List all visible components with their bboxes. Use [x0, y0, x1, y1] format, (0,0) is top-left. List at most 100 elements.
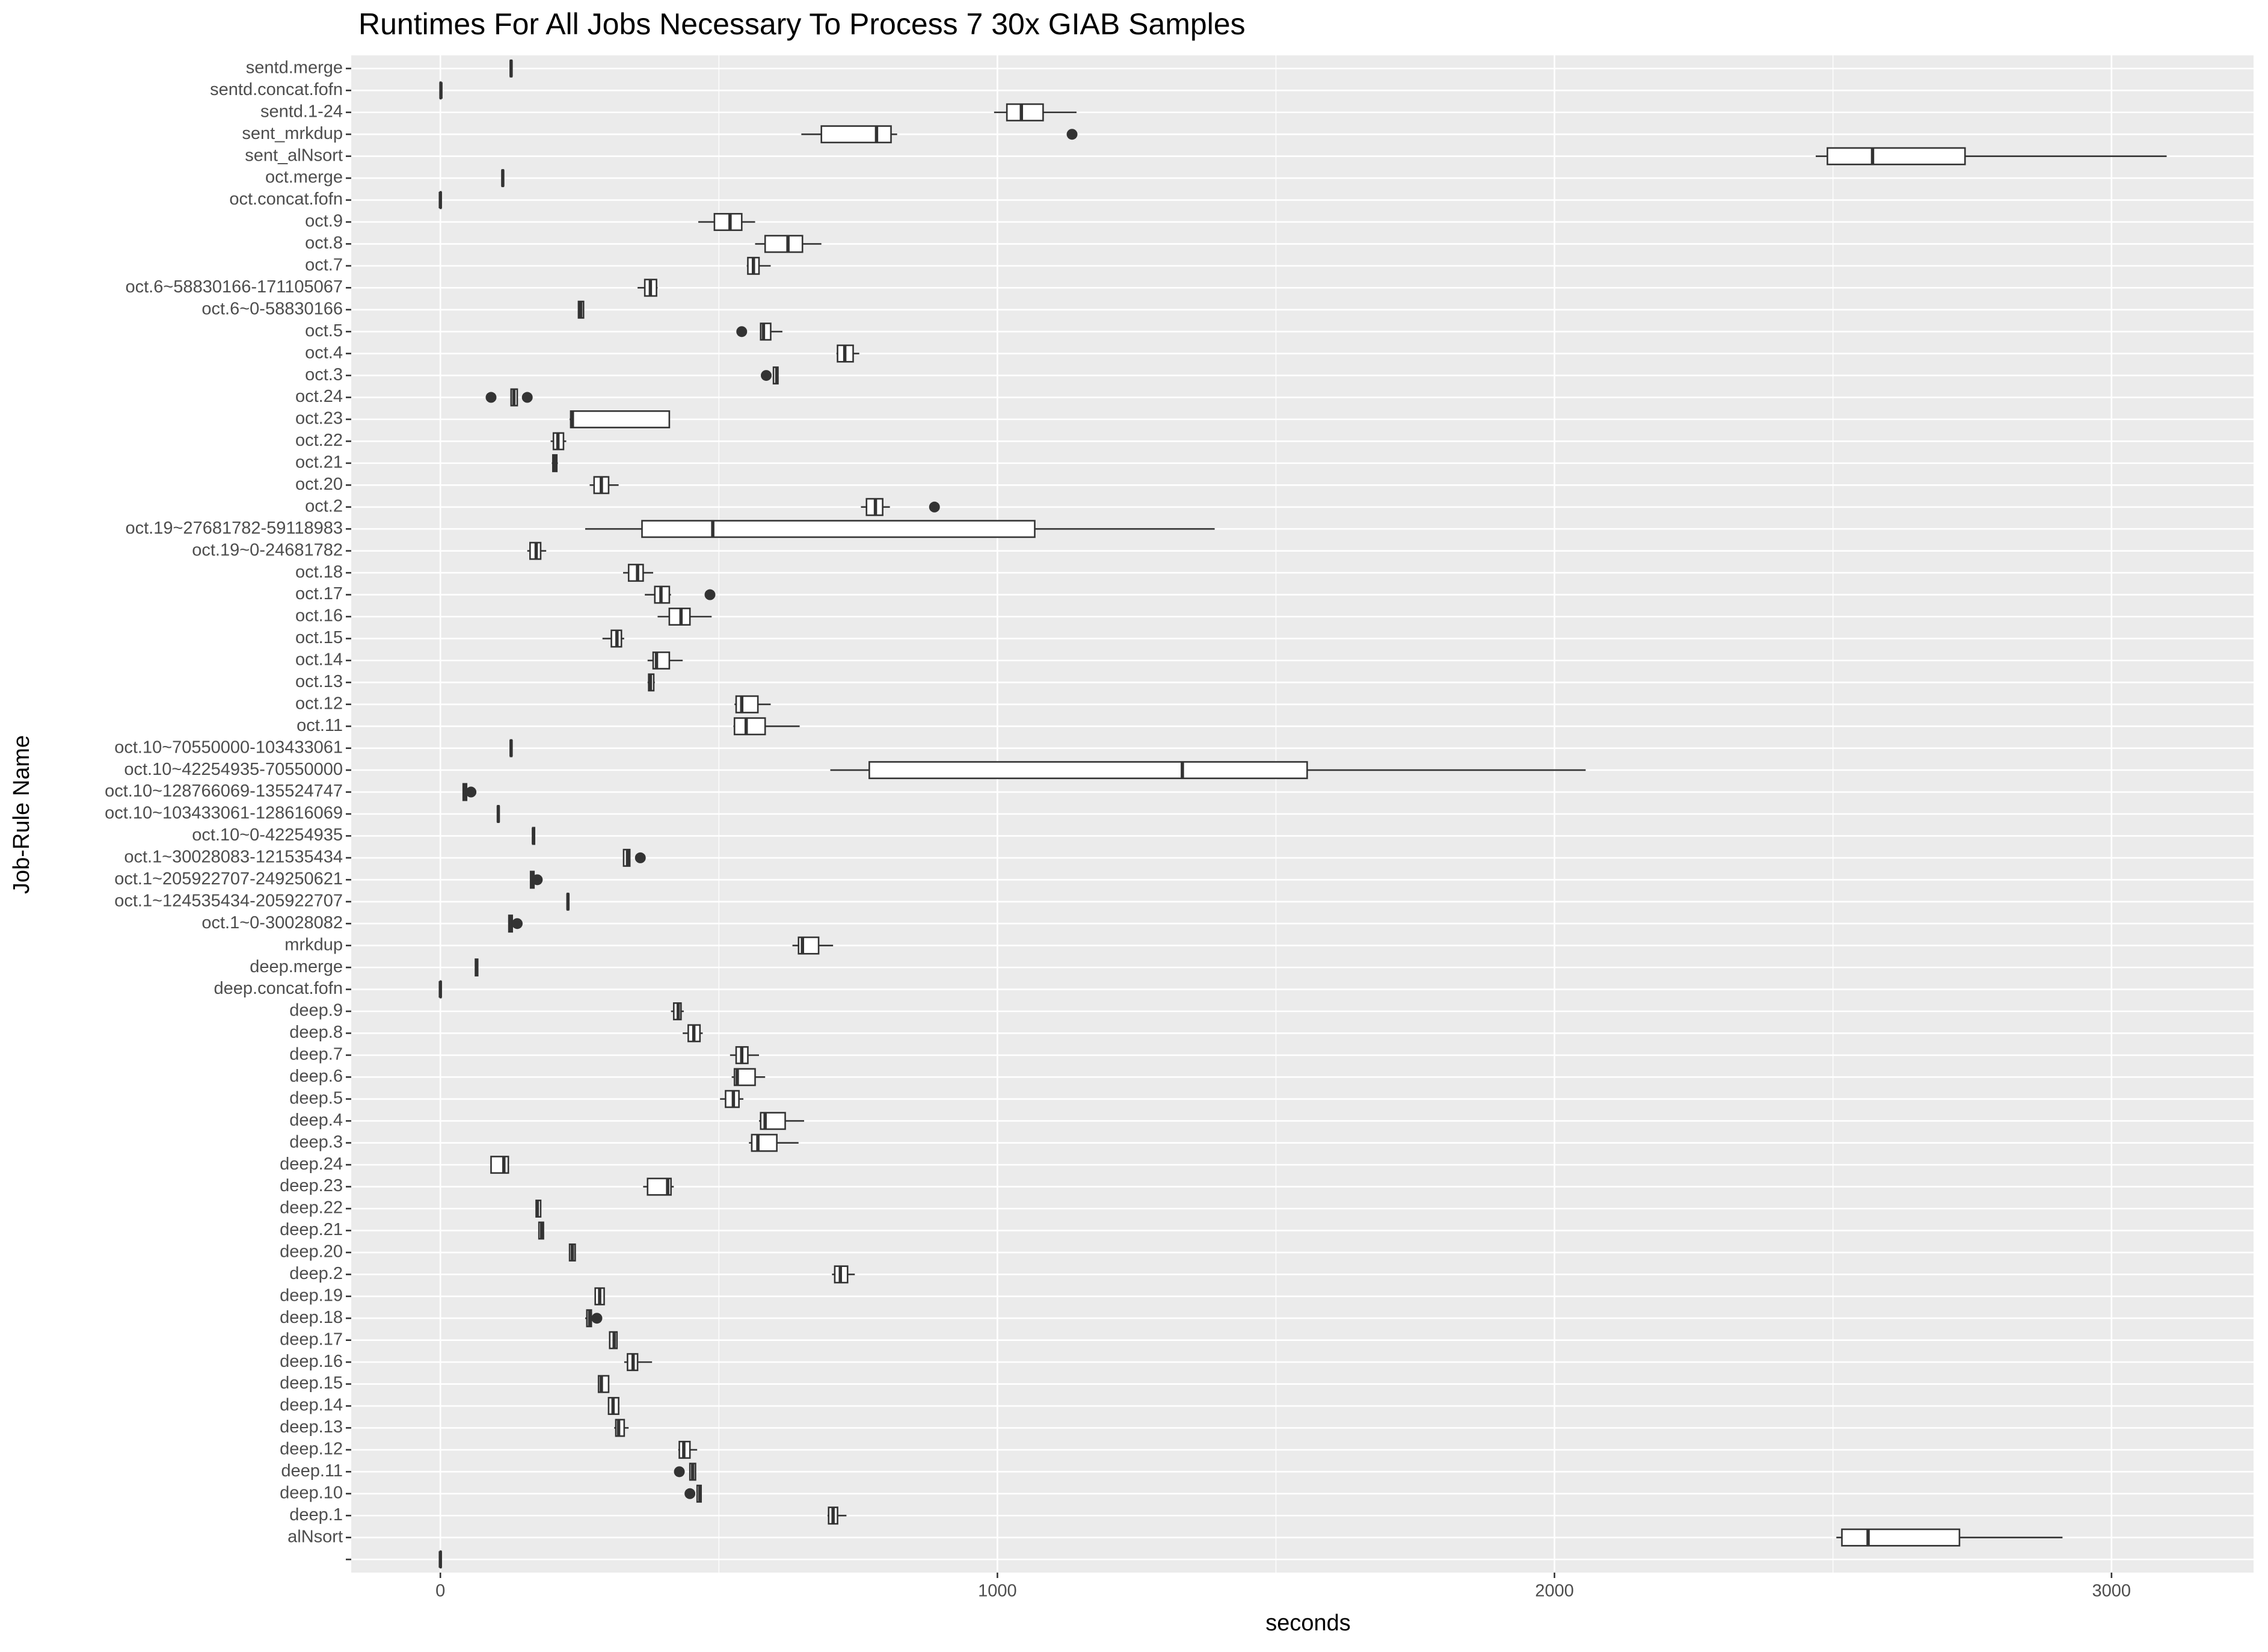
- box: [733, 717, 766, 736]
- y-tick-label: sent_alNsort: [245, 146, 343, 165]
- outlier: [761, 370, 772, 381]
- outlier: [532, 874, 543, 886]
- y-tick-label: oct.18: [295, 562, 343, 582]
- outlier: [485, 392, 497, 403]
- y-tick-label: deep.10: [280, 1483, 343, 1502]
- y-tick-label: oct.3: [305, 365, 343, 384]
- y-tick-label: mrkdup: [284, 935, 343, 954]
- y-tick-label: deep.6: [289, 1067, 343, 1086]
- y-tick-label: oct.10~70550000-103433061: [114, 738, 343, 757]
- y-tick-label: deep.1: [289, 1505, 343, 1524]
- outlier: [736, 326, 748, 337]
- outlier: [674, 1466, 685, 1478]
- box: [1006, 103, 1044, 122]
- y-tick-label: oct.1~205922707-249250621: [114, 869, 343, 889]
- y-tick-label: deep.24: [280, 1154, 343, 1174]
- y-tick-label: oct.20: [295, 475, 343, 494]
- y-tick-label: deep.15: [280, 1373, 343, 1393]
- y-tick-label: oct.10~0-42254935: [192, 825, 343, 845]
- x-tick-label: 3000: [2092, 1582, 2131, 1601]
- y-tick-label: oct.19~27681782-59118983: [126, 519, 343, 538]
- chart-title: Runtimes For All Jobs Necessary To Proce…: [358, 7, 1246, 41]
- box: [1841, 1528, 1961, 1547]
- y-tick-label: oct.16: [295, 606, 343, 626]
- y-tick-label: oct.6~58830166-171105067: [126, 277, 343, 297]
- y-tick-label: oct.22: [295, 431, 343, 450]
- y-tick-label: deep.12: [280, 1440, 343, 1459]
- y-tick-label: oct.14: [295, 650, 343, 670]
- outlier: [635, 852, 646, 863]
- y-tick-label: deep.2: [289, 1264, 343, 1283]
- x-tick-label: 2000: [1535, 1582, 1574, 1601]
- y-tick-label: deep.11: [281, 1461, 343, 1481]
- y-tick-label: oct.10~42254935-70550000: [124, 760, 343, 779]
- outlier: [591, 1313, 603, 1324]
- y-tick-label: deep.13: [280, 1417, 343, 1437]
- y-tick-label: deep.4: [289, 1111, 343, 1130]
- box: [820, 125, 892, 144]
- y-tick-label: sentd.1-24: [260, 102, 343, 121]
- y-tick-label: oct.7: [305, 256, 343, 275]
- y-tick-label: oct.6~0-58830166: [201, 299, 343, 318]
- y-tick-label: oct.1~0-30028082: [201, 913, 343, 932]
- y-tick-label: oct.23: [295, 409, 343, 428]
- x-tick-label: 1000: [978, 1582, 1017, 1601]
- box: [868, 761, 1308, 780]
- y-tick-label: oct.merge: [265, 168, 343, 187]
- box: [490, 1156, 509, 1174]
- y-tick-label: deep.5: [289, 1088, 343, 1108]
- y-tick-label: oct.9: [305, 212, 343, 231]
- y-tick-label: deep.concat.fofn: [214, 979, 343, 998]
- y-tick-label: oct.17: [295, 584, 343, 603]
- y-tick-label: deep.18: [280, 1308, 343, 1327]
- y-tick-label: oct.15: [295, 628, 343, 647]
- y-tick-label: deep.20: [280, 1242, 343, 1262]
- outlier: [466, 786, 477, 798]
- y-tick-label: deep.14: [280, 1396, 343, 1415]
- outlier: [1066, 129, 1078, 140]
- y-tick-label: oct.10~128766069-135524747: [105, 781, 343, 801]
- y-tick-label: deep.22: [280, 1198, 343, 1218]
- outlier: [521, 392, 533, 403]
- y-tick-label: oct.13: [295, 672, 343, 691]
- y-tick-label: deep.23: [280, 1176, 343, 1195]
- outlier: [684, 1488, 696, 1499]
- y-tick-label: deep.7: [289, 1045, 343, 1064]
- box: [627, 564, 644, 582]
- box: [641, 520, 1036, 538]
- y-tick-label: deep.merge: [250, 957, 343, 976]
- y-tick-label: oct.21: [295, 453, 343, 472]
- box: [751, 1133, 778, 1152]
- y-tick-label: oct.10~103433061-128616069: [105, 804, 343, 823]
- y-tick-label: oct.19~0-24681782: [192, 540, 343, 559]
- y-tick-label: oct.1~30028083-121535434: [124, 848, 343, 867]
- y-tick-label: oct.8: [305, 233, 343, 253]
- y-tick-label: deep.9: [289, 1001, 343, 1020]
- y-tick-label: deep.19: [280, 1286, 343, 1305]
- y-tick-label: sentd.merge: [246, 58, 343, 78]
- box: [735, 695, 759, 714]
- y-tick-label: oct.12: [295, 694, 343, 713]
- outlier: [704, 589, 716, 600]
- box: [1827, 147, 1966, 165]
- y-tick-label: sentd.concat.fofn: [210, 80, 343, 99]
- y-tick-label: oct.1~124535434-205922707: [114, 891, 343, 910]
- y-tick-label: oct.4: [305, 343, 343, 362]
- y-tick-label: deep.8: [289, 1023, 343, 1042]
- y-tick-label: oct.5: [305, 321, 343, 341]
- y-tick-label: deep.16: [280, 1352, 343, 1371]
- outlier: [929, 501, 940, 513]
- y-tick-label: oct.concat.fofn: [229, 190, 343, 209]
- box: [570, 410, 671, 428]
- y-axis-label: Job-Rule Name: [9, 735, 34, 894]
- y-tick-label: deep.21: [280, 1220, 343, 1239]
- y-tick-label: deep.17: [280, 1330, 343, 1349]
- box: [713, 213, 743, 231]
- y-tick-label: alNsort: [287, 1527, 343, 1546]
- box: [764, 235, 804, 253]
- x-tick-label: 0: [435, 1582, 445, 1601]
- y-tick-label: oct.24: [295, 387, 343, 406]
- y-tick-label: oct.2: [305, 496, 343, 516]
- y-tick-label: deep.3: [289, 1132, 343, 1151]
